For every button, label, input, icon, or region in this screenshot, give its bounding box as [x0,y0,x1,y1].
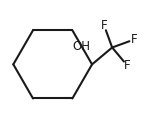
Text: F: F [124,59,130,72]
Text: OH: OH [73,40,91,53]
Text: F: F [101,19,108,32]
Text: F: F [130,33,137,46]
